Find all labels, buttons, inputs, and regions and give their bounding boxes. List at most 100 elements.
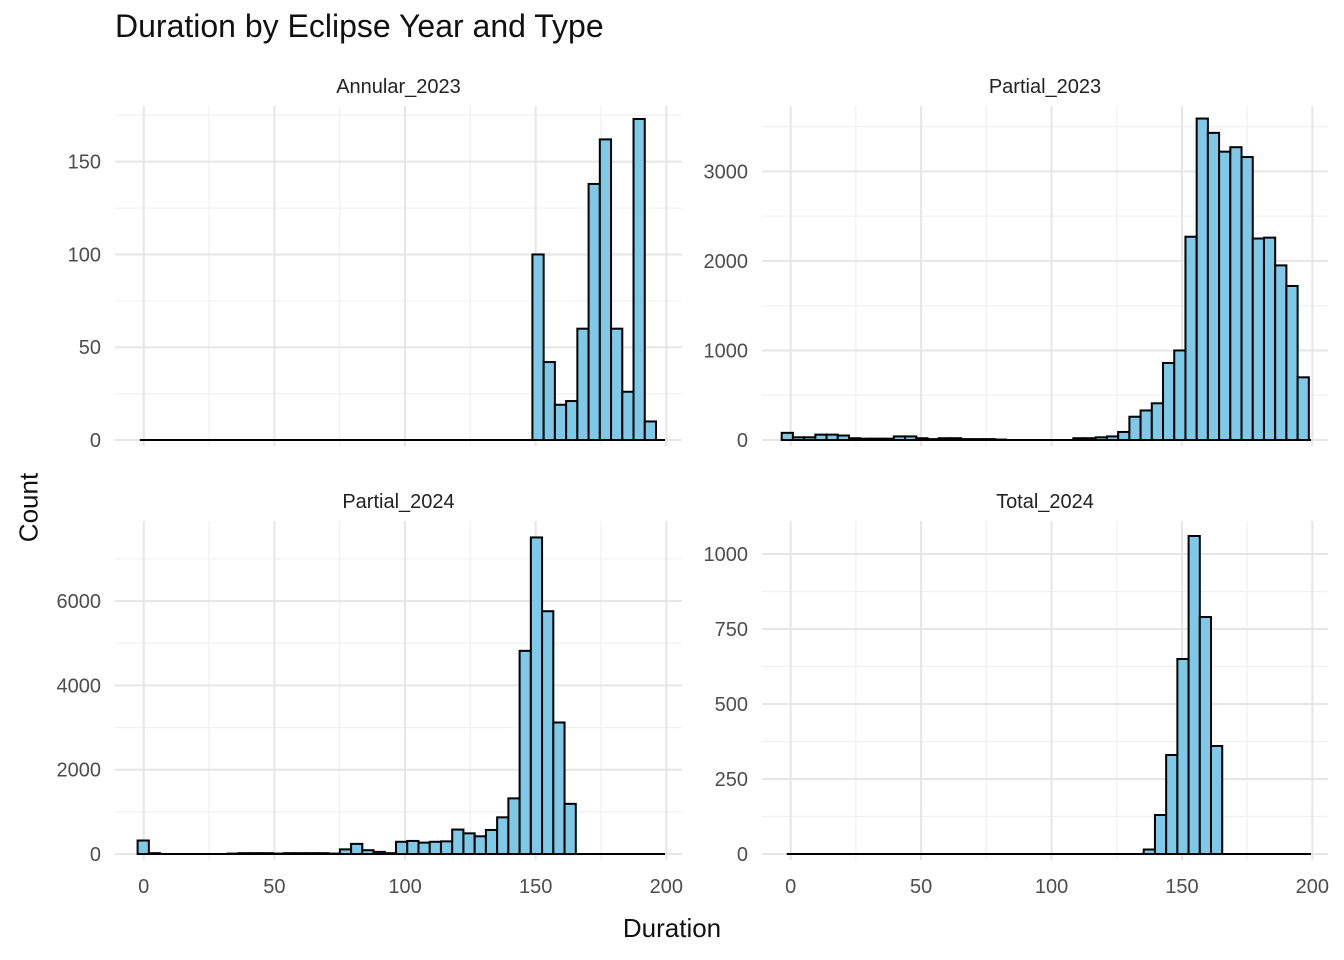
y-tick-label: 3000 — [704, 161, 749, 183]
y-tick-label: 1000 — [704, 340, 749, 362]
x-tick-label: 200 — [650, 876, 683, 898]
histogram-bar — [484, 828, 499, 855]
histogram-bar — [1173, 349, 1187, 441]
facet-strip-label: Partial_2024 — [342, 491, 454, 513]
histogram-bar — [451, 828, 465, 855]
histogram-bar — [937, 437, 951, 441]
histogram-bar — [473, 835, 487, 856]
histogram-bar — [529, 536, 544, 856]
histogram-bar — [1072, 437, 1086, 441]
facet-strip-label: Total_2024 — [996, 491, 1094, 513]
histogram-bar — [541, 610, 555, 856]
histogram-bar — [248, 852, 263, 856]
histogram-bar — [836, 434, 850, 442]
histogram-bar — [915, 437, 929, 441]
y-tick-label: 100 — [68, 244, 101, 266]
histogram-bar — [1296, 376, 1310, 441]
histogram-bar — [926, 438, 940, 441]
histogram-bar — [576, 327, 590, 441]
histogram-bar — [960, 438, 974, 441]
histogram-bar — [1105, 435, 1120, 442]
histogram-bar — [1153, 814, 1168, 855]
y-tick-label: 0 — [90, 430, 101, 452]
histogram-bar — [610, 327, 624, 441]
histogram-bar — [136, 839, 150, 856]
histogram-bar — [282, 852, 296, 856]
histogram-bar — [814, 433, 828, 442]
histogram-bar — [1210, 745, 1224, 855]
histogram-bar — [439, 840, 454, 856]
histogram-bar — [598, 138, 613, 441]
x-tick-label: 0 — [138, 876, 149, 898]
histogram-bar — [542, 361, 556, 442]
histogram-bar — [237, 852, 251, 856]
histogram-bar — [147, 852, 162, 856]
histogram-bar — [1139, 409, 1153, 442]
histogram-bar — [948, 437, 963, 441]
histogram-bar — [780, 431, 794, 441]
y-tick-label: 1000 — [704, 544, 749, 566]
histogram-bar — [395, 840, 409, 855]
histogram-bar — [518, 649, 532, 855]
histogram-bar — [428, 840, 442, 855]
y-tick-label: 6000 — [57, 591, 102, 613]
y-tick-label: 250 — [715, 769, 748, 791]
histogram-bar — [1117, 430, 1131, 441]
y-tick-label: 0 — [737, 844, 748, 866]
histogram-bar — [1142, 848, 1156, 855]
facet-panel-annular-2023: 0 50 100 150 Annular_2023 — [68, 76, 682, 452]
histogram-bar — [904, 435, 918, 442]
histogram-bar — [1198, 616, 1213, 855]
histogram-bar — [350, 842, 364, 856]
facet-strip-label: Partial_2023 — [989, 76, 1101, 98]
y-tick-label: 4000 — [57, 675, 102, 697]
histogram-bar — [1274, 264, 1288, 441]
x-axis-label: Duration — [622, 913, 722, 943]
histogram-bar — [1094, 436, 1108, 441]
histogram-bar — [587, 182, 601, 442]
histogram-bar — [1187, 535, 1201, 855]
histogram-bar — [417, 841, 431, 855]
facet-strip-label: Annular_2023 — [336, 76, 461, 98]
histogram-bar — [316, 852, 330, 856]
histogram-bar — [1285, 284, 1299, 441]
histogram-bar — [859, 437, 873, 441]
histogram-bar — [1128, 415, 1142, 442]
histogram-bar — [1162, 361, 1176, 441]
histogram-bar — [496, 816, 510, 855]
histogram-bar — [1083, 437, 1097, 441]
x-tick-label: 100 — [1035, 876, 1068, 898]
histogram-bar — [553, 403, 568, 441]
histogram-bar — [1150, 402, 1165, 442]
histogram-bar — [1165, 754, 1179, 855]
histogram-bar — [293, 852, 308, 856]
histogram-bar — [632, 117, 646, 441]
histogram-bar — [1195, 117, 1209, 441]
chart-title: Duration by Eclipse Year and Type — [115, 8, 604, 44]
y-tick-label: 0 — [90, 844, 101, 866]
histogram-bar — [825, 433, 839, 442]
histogram-bar — [847, 437, 862, 441]
histogram-bar — [563, 802, 577, 855]
x-tick-label: 150 — [1165, 876, 1198, 898]
y-tick-label: 2000 — [57, 760, 102, 782]
y-tick-label: 0 — [737, 430, 748, 452]
x-tick-label: 100 — [388, 876, 421, 898]
y-tick-label: 2000 — [704, 251, 749, 273]
histogram-bar — [870, 437, 884, 441]
x-tick-label: 0 — [785, 876, 796, 898]
x-tick-label: 50 — [910, 876, 932, 898]
histogram-bar — [260, 852, 274, 856]
facet-panel-partial-2023: 0 1000 2000 3000 Partial_2023 — [704, 76, 1328, 452]
histogram-bar — [881, 437, 895, 441]
histogram-bar — [552, 721, 566, 856]
histogram-bar — [507, 797, 521, 856]
histogram-bar — [1218, 150, 1232, 441]
histogram-bar — [338, 848, 353, 855]
histogram-bar — [803, 436, 817, 441]
histogram-bar — [892, 435, 907, 442]
facet-panel-total-2024: 0 250 500 750 1000 Total_2024 0 50 100 150 200 — [704, 491, 1330, 898]
histogram-bar — [1206, 131, 1221, 441]
histogram-bar — [372, 850, 386, 855]
